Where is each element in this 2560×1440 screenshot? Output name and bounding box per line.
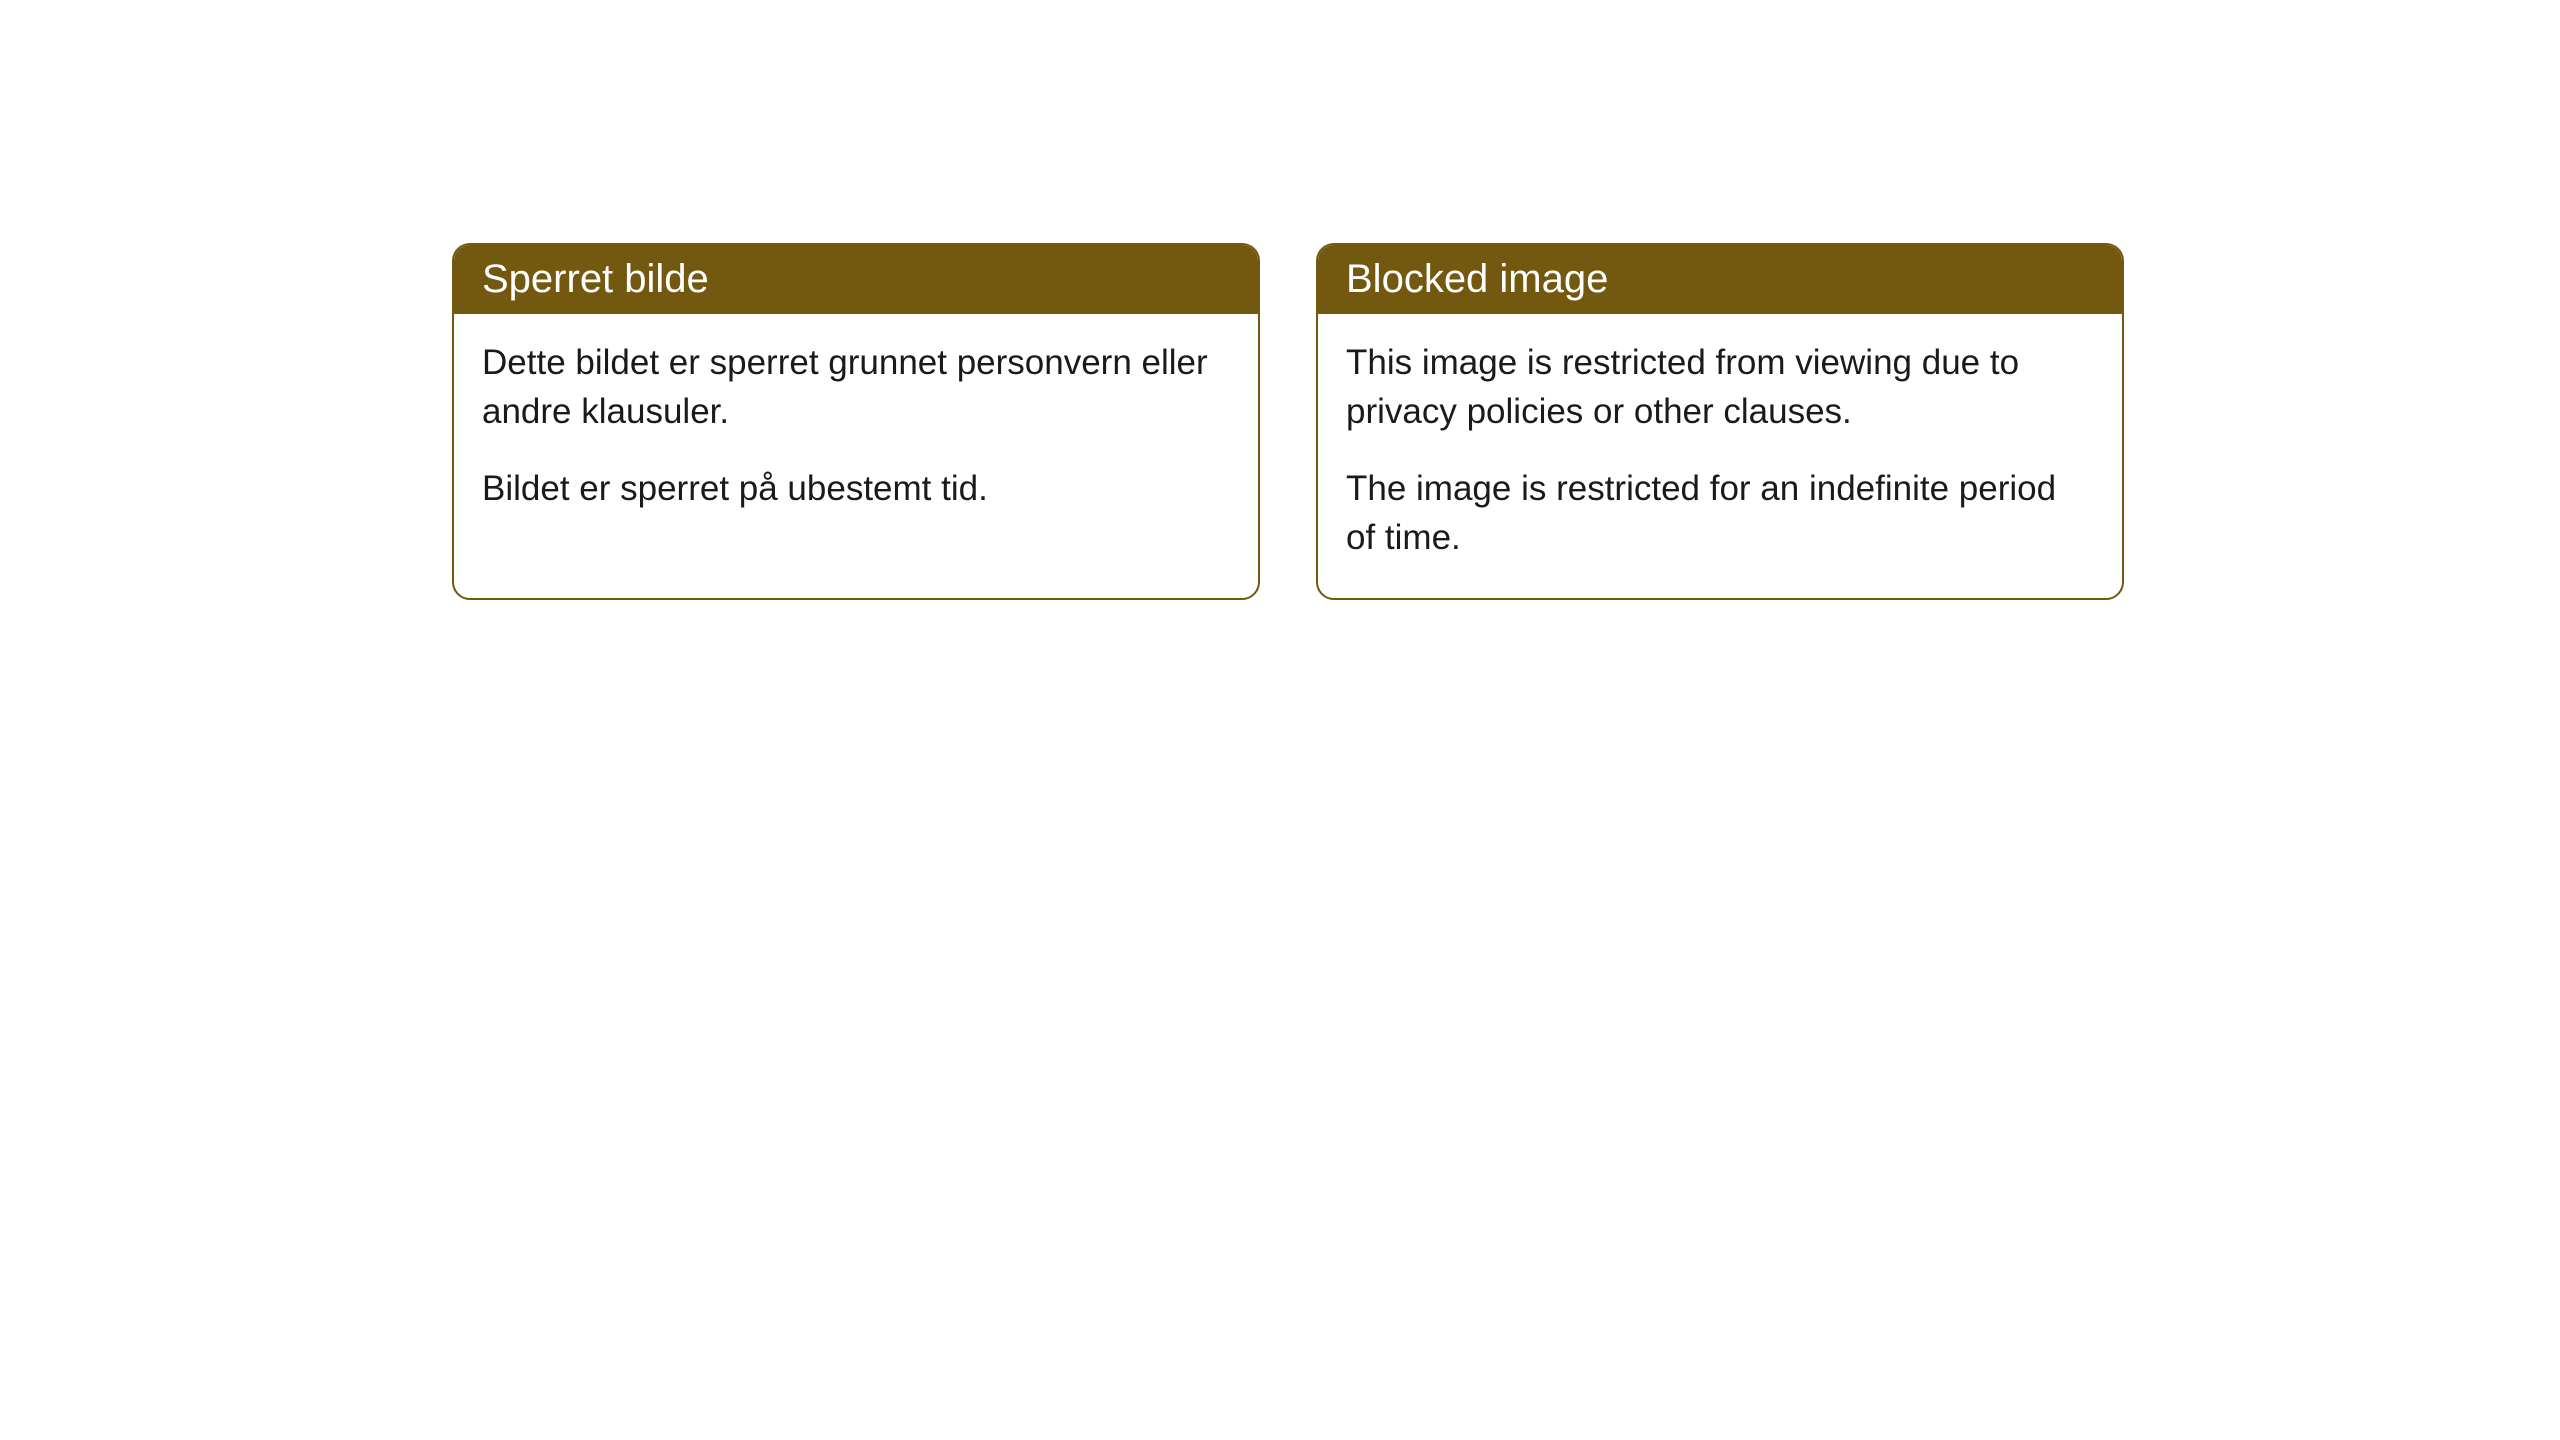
card-body-text: This image is restricted from viewing du… [1346,338,2094,436]
card-body-text: Bildet er sperret på ubestemt tid. [482,464,1230,513]
card-body-norwegian: Dette bildet er sperret grunnet personve… [454,314,1258,549]
card-body-english: This image is restricted from viewing du… [1318,314,2122,598]
card-body-text: The image is restricted for an indefinit… [1346,464,2094,562]
notice-cards-container: Sperret bilde Dette bildet er sperret gr… [452,243,2124,600]
notice-card-english: Blocked image This image is restricted f… [1316,243,2124,600]
card-body-text: Dette bildet er sperret grunnet personve… [482,338,1230,436]
card-header-norwegian: Sperret bilde [454,245,1258,314]
notice-card-norwegian: Sperret bilde Dette bildet er sperret gr… [452,243,1260,600]
card-header-english: Blocked image [1318,245,2122,314]
